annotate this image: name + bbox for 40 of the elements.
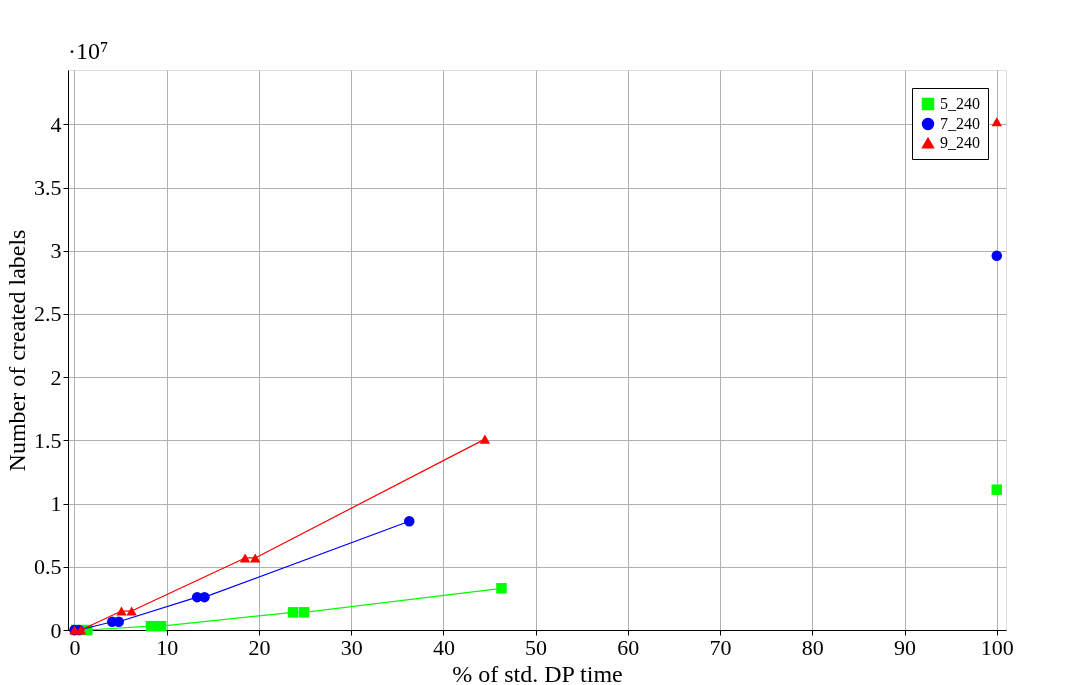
point xyxy=(991,117,1003,127)
x-tick-label: 50 xyxy=(525,634,548,660)
x-tick-label: 0 xyxy=(69,634,81,660)
x-tick-label: 100 xyxy=(980,634,1014,660)
y-tick-label: 0.5 xyxy=(34,554,62,580)
point xyxy=(298,607,310,618)
y-tick-label: 4 xyxy=(50,111,62,137)
point xyxy=(155,620,167,632)
point xyxy=(239,553,251,563)
x-tick-label: 60 xyxy=(617,634,640,660)
x-tick-label: 30 xyxy=(340,634,363,660)
point xyxy=(479,434,491,444)
x-tick-label: 10 xyxy=(156,634,179,660)
y-tick-label: 2.5 xyxy=(34,301,62,327)
point xyxy=(145,620,157,632)
x-tick-label: 40 xyxy=(432,634,455,660)
y-tick-label: 2 xyxy=(50,364,62,390)
legend-label: 9_240 xyxy=(940,134,980,151)
y-tick-label: 1.5 xyxy=(34,427,62,453)
y-axis-title: Number of created labels xyxy=(4,229,30,472)
x-tick-label: 70 xyxy=(709,634,732,660)
x-tick-label: 80 xyxy=(801,634,824,660)
point xyxy=(116,606,127,616)
point xyxy=(991,250,1003,262)
x-axis-title: % of std. DP time xyxy=(452,660,623,685)
point xyxy=(496,583,507,594)
point xyxy=(287,607,299,618)
point xyxy=(126,606,137,616)
x-tick-label: 20 xyxy=(248,634,271,660)
y-tick-label: 3 xyxy=(50,238,62,264)
point xyxy=(991,484,1003,495)
legend-label: 5_240 xyxy=(940,95,980,112)
point xyxy=(404,516,415,527)
x-tick-label: 90 xyxy=(894,634,917,660)
y-tick-label: 0 xyxy=(50,617,62,643)
point xyxy=(199,591,210,603)
y-tick-label: 3.5 xyxy=(34,175,62,201)
text: ·10⁷ xyxy=(68,38,109,64)
y-tick-label: 1 xyxy=(50,491,62,517)
legend-label: 7_240 xyxy=(940,115,980,132)
